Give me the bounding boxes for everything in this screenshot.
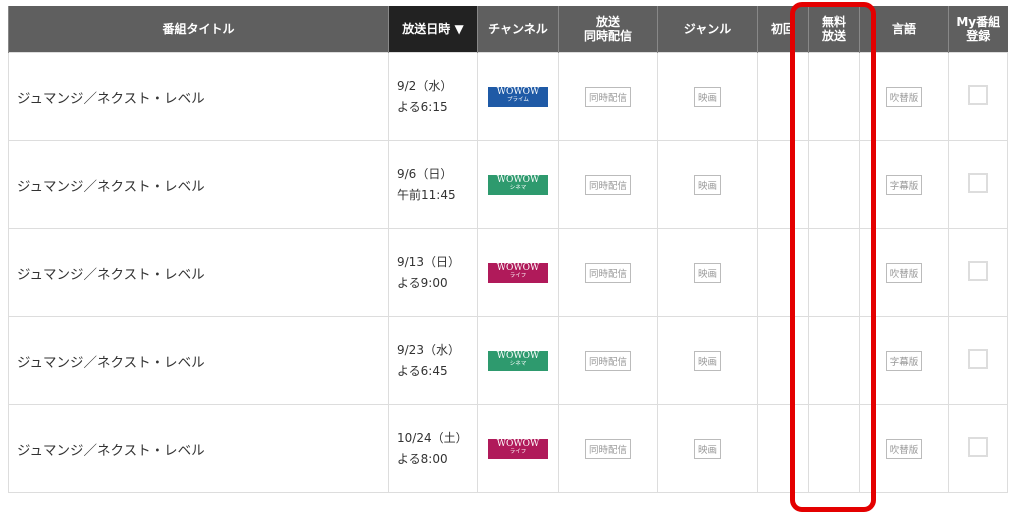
channel-cell: WOWOW ライフ (477, 404, 559, 493)
header-simul: 放送 同時配信 (558, 6, 658, 53)
free-cell (808, 140, 860, 229)
my-program-checkbox[interactable] (968, 85, 988, 105)
channel-name: WOWOW (496, 350, 540, 361)
channel-sub: ライフ (509, 448, 527, 455)
program-title[interactable]: ジュマンジ／ネクスト・レベル (8, 404, 389, 493)
channel-name: WOWOW (496, 438, 540, 449)
channel-sub: シネマ (509, 360, 527, 367)
channel-logo: WOWOW プライム (488, 86, 548, 107)
channel-sub: ライフ (509, 272, 527, 279)
channel-logo: WOWOW シネマ (488, 174, 548, 195)
simul-tag: 同時配信 (584, 174, 631, 195)
lang-tag: 字幕版 (885, 350, 923, 371)
broadcast-datetime: 10/24（土） よる8:00 (388, 404, 478, 493)
my-cell (948, 52, 1008, 141)
simul-tag: 同時配信 (584, 86, 631, 107)
genre-tag: 映画 (693, 86, 721, 107)
channel-cell: WOWOW シネマ (477, 140, 559, 229)
my-program-checkbox[interactable] (968, 437, 988, 457)
header-channel: チャンネル (477, 6, 559, 53)
first-cell (757, 404, 809, 493)
header-my: My番組 登録 (948, 6, 1008, 53)
genre-cell: 映画 (657, 52, 758, 141)
broadcast-time: よる9:00 (397, 275, 448, 290)
free-cell (808, 404, 860, 493)
broadcast-datetime: 9/13（日） よる9:00 (388, 228, 478, 317)
free-cell (808, 52, 860, 141)
simul-tag: 同時配信 (584, 350, 631, 371)
lang-tag: 吹替版 (885, 262, 923, 283)
broadcast-datetime: 9/2（水） よる6:15 (388, 52, 478, 141)
broadcast-time: よる6:15 (397, 99, 448, 114)
channel-sub: シネマ (509, 184, 527, 191)
broadcast-date: 9/13（日） (397, 254, 460, 269)
program-title[interactable]: ジュマンジ／ネクスト・レベル (8, 140, 389, 229)
broadcast-date: 9/2（水） (397, 78, 453, 93)
genre-tag: 映画 (693, 438, 721, 459)
broadcast-date: 9/23（水） (397, 342, 460, 357)
broadcast-date: 10/24（土） (397, 430, 468, 445)
channel-logo: WOWOW ライフ (488, 438, 548, 459)
genre-cell: 映画 (657, 140, 758, 229)
highlight-box (790, 2, 876, 512)
broadcast-datetime: 9/6（日） 午前11:45 (388, 140, 478, 229)
channel-logo: WOWOW ライフ (488, 262, 548, 283)
lang-tag: 字幕版 (885, 174, 923, 195)
table-row: ジュマンジ／ネクスト・レベル 9/13（日） よる9:00 WOWOW ライフ 同時… (8, 228, 1008, 317)
broadcast-time: 午前11:45 (397, 187, 456, 202)
broadcast-time: よる8:00 (397, 451, 448, 466)
my-cell (948, 404, 1008, 493)
my-cell (948, 316, 1008, 405)
my-cell (948, 140, 1008, 229)
simul-cell: 同時配信 (558, 404, 658, 493)
broadcast-datetime: 9/23（水） よる6:45 (388, 316, 478, 405)
genre-cell: 映画 (657, 228, 758, 317)
channel-cell: WOWOW シネマ (477, 316, 559, 405)
simul-cell: 同時配信 (558, 52, 658, 141)
my-cell (948, 228, 1008, 317)
simul-cell: 同時配信 (558, 316, 658, 405)
lang-tag: 吹替版 (885, 86, 923, 107)
program-title[interactable]: ジュマンジ／ネクスト・レベル (8, 316, 389, 405)
simul-tag: 同時配信 (584, 438, 631, 459)
channel-cell: WOWOW ライフ (477, 228, 559, 317)
simul-cell: 同時配信 (558, 140, 658, 229)
genre-tag: 映画 (693, 262, 721, 283)
genre-tag: 映画 (693, 174, 721, 195)
genre-cell: 映画 (657, 316, 758, 405)
genre-tag: 映画 (693, 350, 721, 371)
simul-tag: 同時配信 (584, 262, 631, 283)
first-cell (757, 52, 809, 141)
simul-cell: 同時配信 (558, 228, 658, 317)
my-program-checkbox[interactable] (968, 349, 988, 369)
header-free: 無料 放送 (808, 6, 860, 53)
lang-tag: 吹替版 (885, 438, 923, 459)
table-row: ジュマンジ／ネクスト・レベル 9/6（日） 午前11:45 WOWOW シネマ 同時… (8, 140, 1008, 229)
channel-name: WOWOW (496, 174, 540, 185)
channel-cell: WOWOW プライム (477, 52, 559, 141)
header-first: 初回 (757, 6, 809, 53)
broadcast-date: 9/6（日） (397, 166, 453, 181)
my-program-checkbox[interactable] (968, 173, 988, 193)
channel-sub: プライム (507, 96, 529, 103)
channel-name: WOWOW (496, 86, 540, 97)
program-title[interactable]: ジュマンジ／ネクスト・レベル (8, 228, 389, 317)
broadcast-time: よる6:45 (397, 363, 448, 378)
program-title[interactable]: ジュマンジ／ネクスト・レベル (8, 52, 389, 141)
header-date-sort[interactable]: 放送日時 ▼ (388, 6, 478, 53)
my-program-checkbox[interactable] (968, 261, 988, 281)
header-genre: ジャンル (657, 6, 758, 53)
header-title: 番組タイトル (8, 6, 389, 53)
first-cell (757, 316, 809, 405)
channel-logo: WOWOW シネマ (488, 350, 548, 371)
channel-name: WOWOW (496, 262, 540, 273)
genre-cell: 映画 (657, 404, 758, 493)
